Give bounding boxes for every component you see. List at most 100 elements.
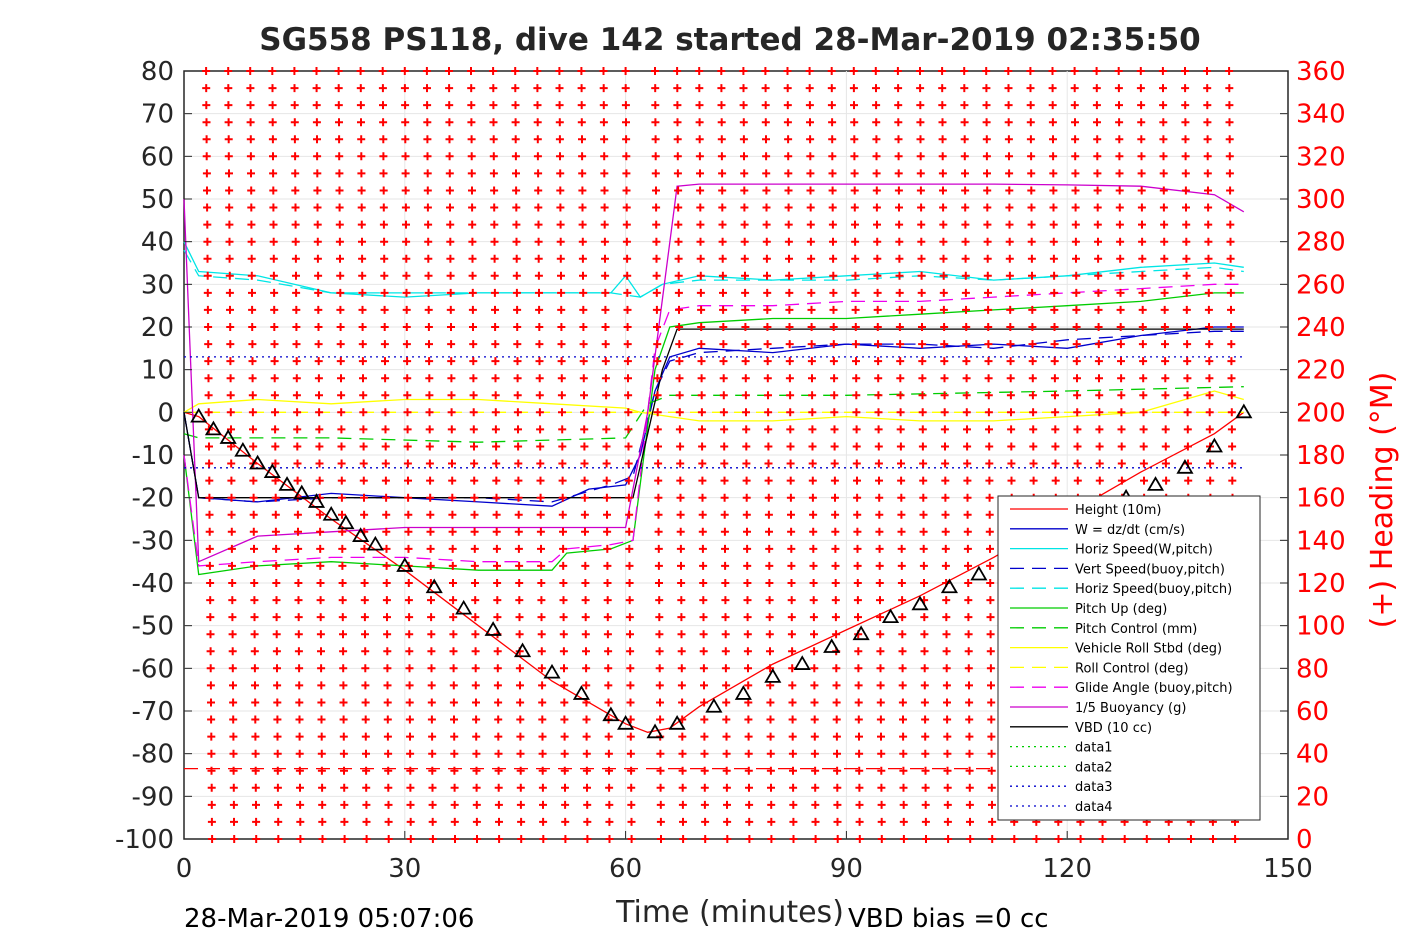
heading-marker bbox=[765, 544, 774, 553]
legend-entry: Vert Speed(buoy,pitch) bbox=[1075, 562, 1225, 577]
heading-marker bbox=[559, 561, 568, 570]
heading-marker bbox=[963, 527, 972, 536]
heading-marker bbox=[677, 681, 686, 690]
heading-marker bbox=[292, 305, 301, 314]
heading-marker bbox=[359, 425, 368, 434]
heading-marker bbox=[314, 323, 323, 331]
heading-marker bbox=[678, 749, 687, 758]
heading-marker bbox=[251, 681, 259, 690]
heading-marker bbox=[602, 408, 611, 417]
heading-marker bbox=[917, 271, 926, 280]
heading-marker bbox=[513, 357, 522, 366]
heading-marker bbox=[384, 817, 393, 826]
heading-marker bbox=[1072, 288, 1081, 297]
heading-marker bbox=[809, 510, 818, 519]
heading-marker bbox=[469, 323, 477, 331]
heading-marker bbox=[448, 561, 457, 570]
heading-marker bbox=[428, 749, 437, 758]
heading-marker bbox=[312, 84, 321, 93]
heading-marker bbox=[581, 527, 589, 536]
heading-marker bbox=[1227, 425, 1236, 434]
heading-marker bbox=[599, 67, 608, 75]
heading-marker bbox=[1070, 101, 1079, 110]
heading-marker bbox=[423, 152, 432, 161]
heading-marker bbox=[338, 596, 347, 605]
heading-marker bbox=[401, 101, 410, 110]
heading-marker bbox=[1092, 84, 1101, 93]
heading-marker bbox=[851, 288, 860, 297]
heading-marker bbox=[1228, 476, 1237, 485]
heading-marker bbox=[896, 425, 905, 434]
heading-marker bbox=[406, 783, 415, 792]
heading-marker bbox=[718, 169, 727, 178]
heading-marker bbox=[425, 340, 433, 349]
heading-marker bbox=[514, 425, 522, 434]
heading-marker bbox=[202, 118, 211, 127]
heading-marker bbox=[941, 527, 950, 536]
heading-marker bbox=[920, 613, 929, 622]
heading-marker bbox=[334, 67, 343, 75]
heading-marker bbox=[291, 169, 300, 178]
heading-marker bbox=[578, 220, 587, 229]
heading-marker bbox=[556, 237, 565, 246]
heading-marker bbox=[360, 493, 368, 502]
heading-marker bbox=[472, 749, 481, 758]
heading-marker bbox=[293, 425, 302, 434]
heading-marker bbox=[622, 203, 631, 212]
heading-marker bbox=[1029, 442, 1038, 451]
heading-marker bbox=[1205, 374, 1214, 383]
depth-marker bbox=[234, 441, 252, 457]
heading-marker bbox=[1225, 101, 1234, 110]
heading-marker bbox=[700, 749, 709, 758]
heading-marker bbox=[655, 613, 664, 622]
heading-marker bbox=[1227, 408, 1236, 417]
heading-marker bbox=[808, 476, 817, 485]
heading-marker bbox=[604, 681, 613, 690]
heading-marker bbox=[469, 374, 478, 383]
heading-marker bbox=[1225, 135, 1234, 144]
heading-marker bbox=[743, 647, 752, 656]
heading-marker bbox=[622, 186, 631, 195]
heading-marker bbox=[205, 544, 214, 553]
heading-marker bbox=[1160, 237, 1169, 246]
heading-marker bbox=[811, 835, 820, 843]
heading-marker bbox=[721, 664, 730, 673]
heading-marker bbox=[895, 288, 904, 297]
heading-marker bbox=[335, 152, 344, 161]
y-axis-left-ticks: 80706050403020100-10-20-30-40-50-60-70-8… bbox=[115, 57, 192, 855]
heading-marker bbox=[986, 613, 995, 622]
heading-marker bbox=[920, 579, 928, 587]
heading-marker bbox=[1209, 835, 1217, 843]
heading-marker bbox=[807, 340, 816, 349]
heading-marker bbox=[983, 271, 992, 280]
heading-marker bbox=[450, 732, 459, 741]
heading-marker bbox=[583, 800, 592, 809]
heading-marker bbox=[656, 715, 665, 724]
heading-marker bbox=[534, 237, 543, 246]
heading-marker bbox=[517, 835, 526, 843]
heading-marker bbox=[445, 118, 454, 127]
heading-marker bbox=[557, 271, 565, 280]
heading-marker bbox=[491, 408, 500, 417]
heading-marker bbox=[515, 664, 524, 673]
heading-marker bbox=[874, 357, 883, 366]
heading-marker bbox=[252, 800, 260, 809]
heading-marker bbox=[918, 425, 927, 434]
heading-marker bbox=[292, 288, 301, 297]
heading-marker bbox=[359, 391, 368, 400]
heading-marker bbox=[962, 374, 971, 383]
heading-marker bbox=[581, 596, 590, 605]
heading-marker bbox=[722, 681, 731, 690]
heading-marker bbox=[940, 323, 949, 331]
heading-marker bbox=[1094, 323, 1103, 331]
heading-marker bbox=[579, 340, 588, 349]
heading-marker bbox=[336, 323, 345, 331]
heading-marker bbox=[340, 783, 349, 792]
heading-marker bbox=[965, 800, 974, 809]
heading-marker bbox=[674, 271, 683, 280]
heading-marker bbox=[314, 374, 323, 383]
heading-marker bbox=[938, 101, 947, 110]
heading-marker bbox=[745, 783, 753, 792]
heading-marker bbox=[832, 698, 841, 707]
heading-marker bbox=[722, 749, 731, 758]
